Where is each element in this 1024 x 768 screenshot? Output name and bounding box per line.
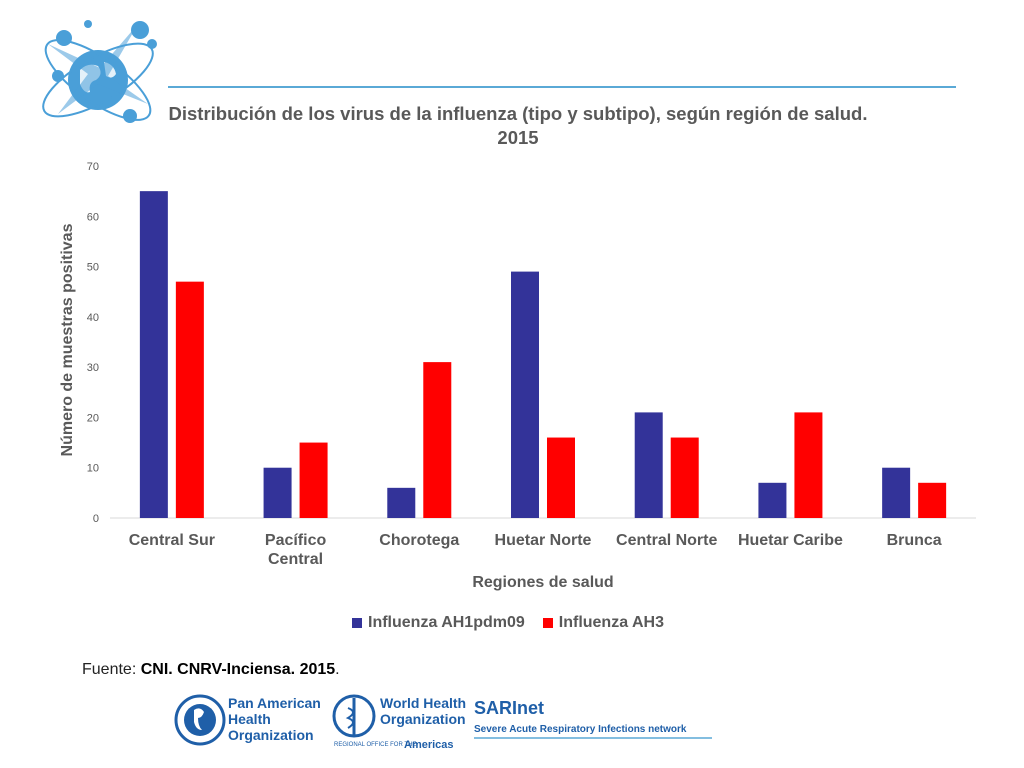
- legend-item-series2: Influenza AH3: [542, 614, 664, 632]
- sarinet-logo: SARInet Severe Acute Respiratory Infecti…: [474, 698, 712, 739]
- x-axis-title: Regiones de salud: [472, 574, 613, 591]
- bars-group: [139, 191, 947, 518]
- bar-series2: [670, 437, 699, 518]
- x-category-label: Central Norte: [616, 532, 717, 549]
- x-category-label: Huetar Norte: [495, 532, 592, 549]
- y-tick-label: 10: [87, 463, 99, 475]
- who-logo: World Health Organization REGIONAL OFFIC…: [332, 694, 466, 751]
- source-suffix: .: [335, 661, 340, 678]
- source-prefix: Fuente:: [82, 661, 141, 678]
- paho-name: Pan American: [228, 695, 321, 711]
- svg-text:Health: Health: [228, 711, 271, 727]
- bar-series1: [634, 412, 663, 518]
- bar-series1: [387, 487, 416, 518]
- legend-label-series1: Influenza AH1pdm09: [368, 614, 525, 631]
- bar-series1: [139, 191, 168, 518]
- bar-chart: 0 10 20 30 40 50 60 70 Central Sur Pacífico Centr…: [59, 161, 976, 591]
- bar-series1: [263, 467, 292, 518]
- bar-series2: [175, 281, 204, 518]
- bar-series2: [299, 442, 328, 518]
- who-line1: World Health: [380, 695, 466, 711]
- bar-series1: [758, 482, 787, 518]
- legend-swatch-series2: [542, 618, 553, 628]
- bar-series2: [794, 412, 823, 518]
- header-divider: [168, 86, 956, 88]
- footer-logos: Pan American Health Organization World H…: [174, 694, 712, 751]
- svg-text:Organization: Organization: [228, 727, 314, 743]
- y-tick-label: 70: [87, 161, 99, 173]
- sarinet-desc: Severe Acute Respiratory Infections netw…: [474, 724, 687, 735]
- bar-series1: [882, 467, 911, 518]
- chart-legend: Influenza AH1pdm09 Influenza AH3: [352, 614, 664, 632]
- bar-series2: [423, 362, 452, 518]
- who-americas: Americas: [404, 739, 454, 751]
- chart-title: Distribución de los virus de la influenz…: [168, 103, 868, 148]
- y-axis-ticks: 0 10 20 30 40 50 60 70: [87, 161, 99, 525]
- sarinet-name: SARInet: [474, 698, 544, 718]
- y-tick-label: 40: [87, 312, 99, 324]
- x-category-label: Pacífico Central: [265, 532, 327, 568]
- who-regional: REGIONAL OFFICE FOR THE: [334, 742, 416, 748]
- x-category-label: Chorotega: [379, 532, 459, 549]
- x-category-label: Brunca: [887, 532, 942, 549]
- y-tick-label: 20: [87, 412, 99, 424]
- virus-globe-logo: [42, 20, 157, 123]
- x-category-label: Central Sur: [129, 532, 215, 549]
- legend-label-series2: Influenza AH3: [558, 614, 664, 631]
- source-note: Fuente: CNI. CNRV-Inciensa. 2015.: [82, 661, 340, 679]
- x-category-label: Huetar Caribe: [738, 532, 843, 549]
- bar-series1: [511, 271, 539, 518]
- who-line2: Organization: [380, 711, 466, 727]
- legend-item-series1: Influenza AH1pdm09: [352, 614, 525, 632]
- legend-swatch-series1: [352, 618, 362, 628]
- y-tick-label: 30: [87, 362, 99, 374]
- y-tick-label: 50: [87, 262, 99, 274]
- bar-series2: [918, 482, 947, 518]
- y-axis-title: Número de muestras positivas: [59, 223, 76, 456]
- y-tick-label: 60: [87, 211, 99, 223]
- x-axis-categories: Central Sur Pacífico Central Chorotega Hueta…: [129, 532, 942, 568]
- source-bold: CNI. CNRV-Inciensa. 2015: [140, 661, 336, 678]
- y-tick-label: 0: [93, 513, 99, 525]
- paho-logo: Pan American Health Organization: [174, 694, 321, 746]
- bar-series2: [547, 437, 575, 518]
